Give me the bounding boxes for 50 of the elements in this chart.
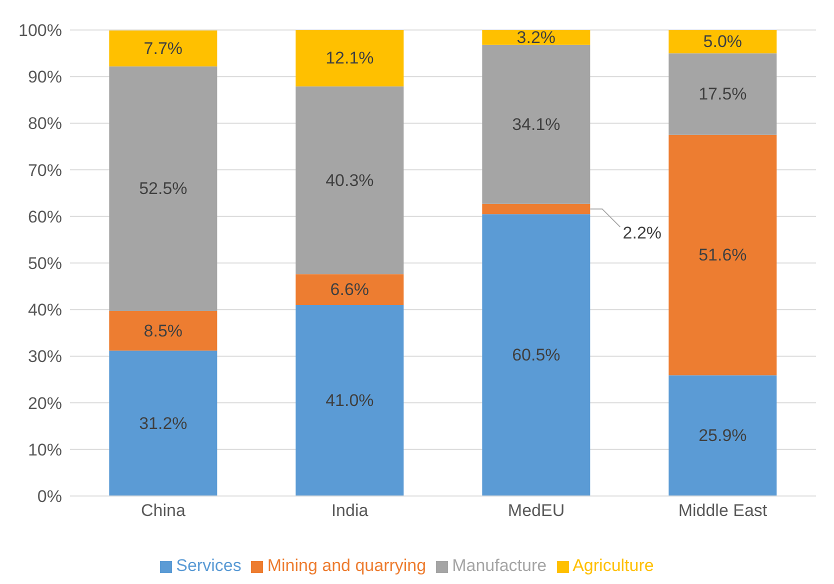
bar <box>109 66 218 311</box>
bar <box>668 134 777 376</box>
y-tick-label: 30% <box>28 347 62 366</box>
bar <box>668 53 777 135</box>
x-tick-label: Middle East <box>678 501 768 520</box>
data-label: 12.1% <box>326 48 374 68</box>
bar <box>668 375 777 496</box>
bar <box>296 304 404 496</box>
bar <box>109 30 218 66</box>
bar <box>109 311 218 351</box>
y-tick-label: 100% <box>18 21 62 40</box>
y-tick-label: 90% <box>28 68 62 87</box>
bar <box>482 44 590 204</box>
bar <box>668 30 777 54</box>
data-label: 51.6% <box>698 246 747 265</box>
x-tick-label: China <box>141 501 186 520</box>
data-label: 40.3% <box>326 170 374 190</box>
y-tick-label: 60% <box>28 207 62 226</box>
y-tick-label: 10% <box>28 440 62 460</box>
data-label: 52.5% <box>139 179 188 198</box>
data-label: 60.5% <box>512 346 560 365</box>
data-label: 8.5% <box>144 321 183 340</box>
legend-label: Manufacture <box>452 556 547 575</box>
y-tick-label: 40% <box>28 300 62 320</box>
data-label: 34.1% <box>512 114 560 134</box>
y-tick-label: 20% <box>28 394 62 413</box>
data-label: 6.6% <box>330 280 370 300</box>
bar <box>482 214 590 496</box>
x-tick-label: MedEU <box>508 501 565 520</box>
legend-label: Services <box>176 556 242 575</box>
data-label: 3.2% <box>516 28 556 47</box>
bar <box>296 86 404 274</box>
data-label: 31.2% <box>139 414 188 433</box>
bar <box>109 350 218 496</box>
data-label: 7.7% <box>144 38 183 58</box>
bar <box>296 30 404 86</box>
data-label: 5.0% <box>703 32 742 52</box>
legend-label: Agriculture <box>572 556 654 575</box>
y-tick-label: 70% <box>28 160 62 180</box>
data-label: 17.5% <box>698 84 747 104</box>
y-tick-label: 50% <box>28 254 62 274</box>
data-label: 41.0% <box>326 390 374 410</box>
legend-label: Mining and quarrying <box>267 556 426 575</box>
y-tick-label: 80% <box>28 114 62 134</box>
bar <box>296 274 404 305</box>
data-label: 25.9% <box>698 426 747 446</box>
y-tick-label: 0% <box>37 487 62 506</box>
data-label: 2.2% <box>622 223 662 242</box>
x-tick-label: India <box>331 501 369 520</box>
bar <box>482 204 590 214</box>
